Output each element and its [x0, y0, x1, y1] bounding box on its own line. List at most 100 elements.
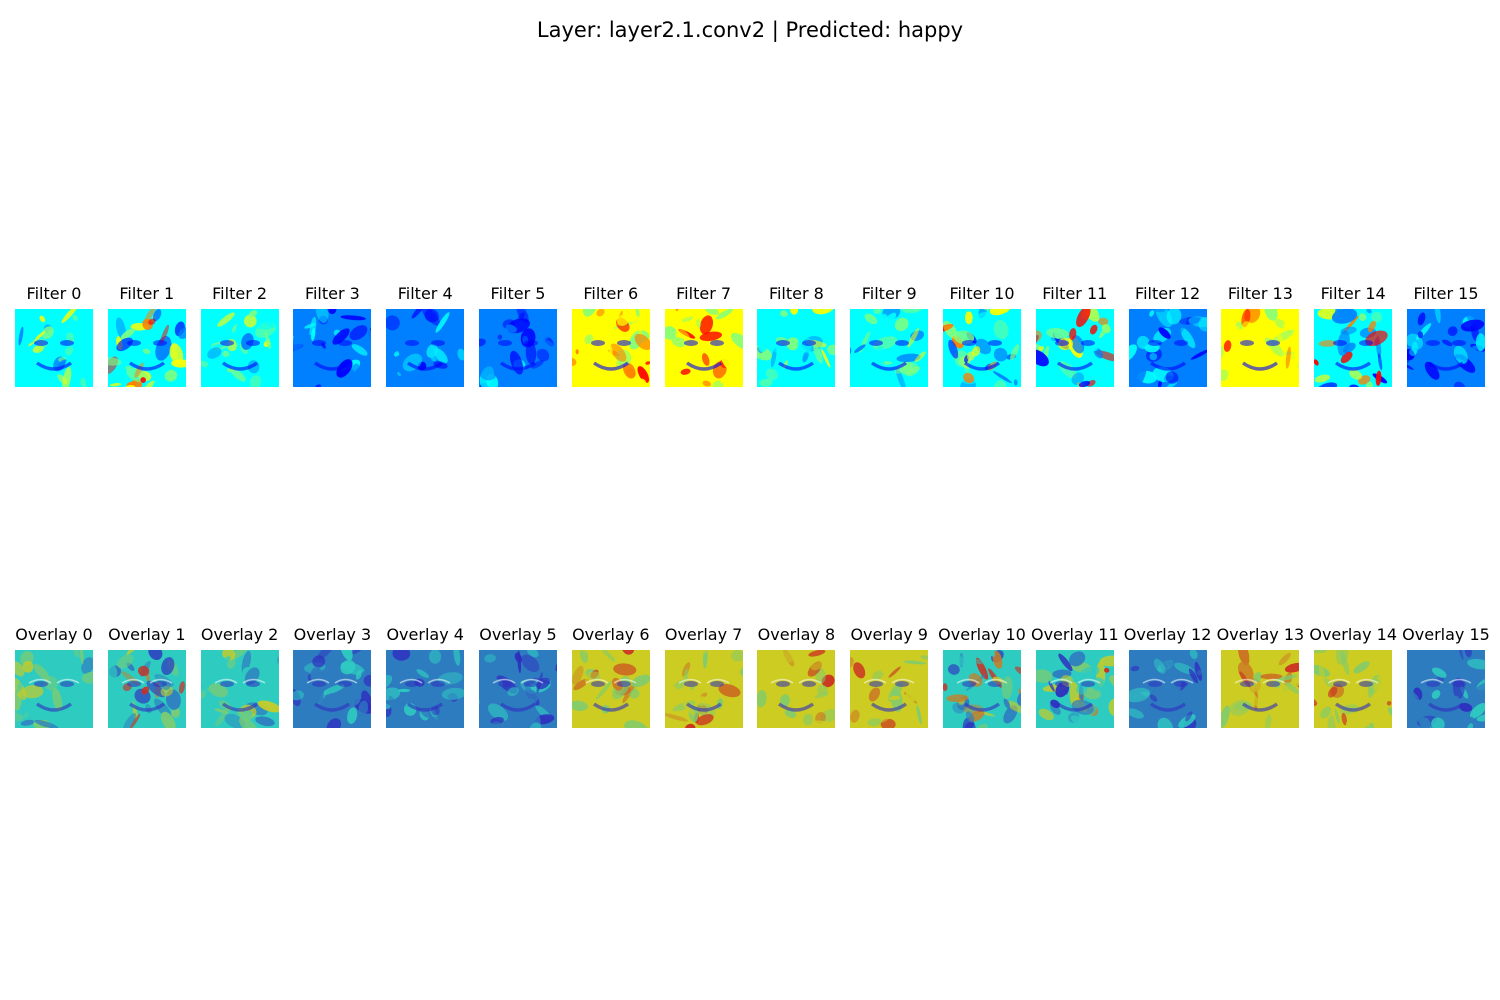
- filter-title-1: Filter 1: [119, 284, 175, 303]
- filter-heatmap-3: [293, 309, 372, 387]
- filter-title-12: Filter 12: [1135, 284, 1201, 303]
- overlay-panel-2: Overlay 2: [200, 625, 279, 735]
- filter-panel-1: Filter 1: [107, 284, 186, 394]
- filter-title-3: Filter 3: [304, 284, 360, 303]
- filter-heatmap-2: [200, 309, 279, 387]
- filter-title-6: Filter 6: [583, 284, 639, 303]
- filter-heatmap-9: [850, 309, 929, 387]
- overlay-heatmap-6: [571, 650, 650, 728]
- overlay-heatmap-7: [664, 650, 743, 728]
- overlay-heatmap-4: [386, 650, 465, 728]
- overlay-title-10: Overlay 10: [938, 625, 1026, 644]
- filter-panel-9: Filter 9: [850, 284, 929, 394]
- filter-title-2: Filter 2: [212, 284, 268, 303]
- overlay-heatmap-image-6: [571, 650, 650, 728]
- filter-heatmap-image-10: [943, 309, 1021, 387]
- overlay-heatmap-image-1: [107, 650, 186, 728]
- filter-heatmap-image-3: [293, 309, 372, 387]
- filter-heatmap-4: [386, 309, 465, 387]
- overlay-panel-4: Overlay 4: [386, 625, 465, 735]
- overlay-heatmap-5: [479, 650, 557, 728]
- overlay-title-15: Overlay 15: [1402, 625, 1490, 644]
- filter-panel-11: Filter 11: [1035, 284, 1114, 394]
- filter-panel-5: Filter 5: [479, 284, 557, 394]
- filter-title-11: Filter 11: [1042, 284, 1108, 303]
- overlay-heatmap-13: [1221, 650, 1300, 728]
- overlay-heatmap-image-15: [1407, 650, 1485, 728]
- filter-panel-8: Filter 8: [757, 284, 836, 394]
- filter-title-14: Filter 14: [1320, 284, 1386, 303]
- filter-title-4: Filter 4: [397, 284, 453, 303]
- filter-heatmap-image-0: [15, 309, 93, 387]
- overlay-panel-12: Overlay 12: [1124, 625, 1211, 735]
- overlay-panel-9: Overlay 9: [850, 625, 929, 735]
- overlay-heatmap-2: [200, 650, 279, 728]
- filter-title-9: Filter 9: [861, 284, 917, 303]
- filters-row: Filter 0 Filter 1 Filter 2 Filter 3 Filter 4…: [0, 284, 1500, 394]
- overlays-row: Overlay 0 Overlay 1 Overlay 2 Overlay 3 Over…: [0, 625, 1500, 735]
- overlay-heatmap-image-2: [200, 650, 279, 728]
- overlay-heatmap-11: [1035, 650, 1114, 728]
- filter-title-5: Filter 5: [490, 284, 546, 303]
- filter-title-0: Filter 0: [26, 284, 82, 303]
- filter-panel-15: Filter 15: [1407, 284, 1485, 394]
- filter-heatmap-image-4: [386, 309, 465, 387]
- overlay-panel-7: Overlay 7: [664, 625, 743, 735]
- filter-heatmap-image-14: [1314, 309, 1393, 387]
- overlay-title-13: Overlay 13: [1216, 625, 1305, 644]
- filter-heatmap-image-2: [200, 309, 279, 387]
- overlay-heatmap-3: [293, 650, 372, 728]
- filter-heatmap-image-9: [850, 309, 929, 387]
- filter-panel-10: Filter 10: [943, 284, 1021, 394]
- filter-title-13: Filter 13: [1227, 284, 1293, 303]
- overlay-heatmap-image-10: [943, 650, 1021, 728]
- filter-heatmap-14: [1314, 309, 1393, 387]
- filter-panel-6: Filter 6: [571, 284, 650, 394]
- overlay-heatmap-9: [850, 650, 929, 728]
- overlay-heatmap-image-12: [1128, 650, 1207, 728]
- overlay-panel-11: Overlay 11: [1031, 625, 1119, 735]
- overlay-title-4: Overlay 4: [386, 625, 464, 644]
- overlay-heatmap-image-13: [1221, 650, 1300, 728]
- overlay-title-8: Overlay 8: [757, 625, 836, 644]
- overlay-heatmap-image-14: [1314, 650, 1393, 728]
- filter-heatmap-1: [107, 309, 186, 387]
- filter-heatmap-8: [757, 309, 836, 387]
- filter-heatmap-image-11: [1035, 309, 1114, 387]
- overlay-panel-1: Overlay 1: [107, 625, 186, 735]
- overlay-panel-6: Overlay 6: [571, 625, 650, 735]
- filter-heatmap-image-15: [1407, 309, 1485, 387]
- overlay-title-0: Overlay 0: [15, 625, 93, 644]
- overlay-heatmap-image-8: [757, 650, 836, 728]
- overlay-heatmap-0: [15, 650, 93, 728]
- overlay-panel-14: Overlay 14: [1309, 625, 1397, 735]
- overlay-heatmap-image-3: [293, 650, 372, 728]
- overlay-title-7: Overlay 7: [664, 625, 743, 644]
- overlay-panel-13: Overlay 13: [1217, 625, 1304, 735]
- overlay-heatmap-image-4: [386, 650, 465, 728]
- filter-panel-2: Filter 2: [200, 284, 279, 394]
- filter-heatmap-image-1: [107, 309, 186, 387]
- overlay-heatmap-image-0: [15, 650, 93, 728]
- filter-heatmap-12: [1128, 309, 1207, 387]
- overlay-heatmap-1: [107, 650, 186, 728]
- filter-heatmap-image-13: [1221, 309, 1300, 387]
- filter-heatmap-11: [1035, 309, 1114, 387]
- filter-heatmap-image-8: [757, 309, 836, 387]
- overlay-title-3: Overlay 3: [293, 625, 372, 644]
- overlay-panel-0: Overlay 0: [15, 625, 93, 735]
- overlay-panel-3: Overlay 3: [293, 625, 372, 735]
- filter-title-10: Filter 10: [949, 284, 1015, 303]
- overlay-title-2: Overlay 2: [200, 625, 279, 644]
- filter-heatmap-15: [1407, 309, 1485, 387]
- filter-panel-13: Filter 13: [1221, 284, 1300, 394]
- overlay-heatmap-image-7: [664, 650, 743, 728]
- overlay-heatmap-14: [1314, 650, 1393, 728]
- overlay-heatmap-image-11: [1035, 650, 1114, 728]
- filter-heatmap-13: [1221, 309, 1300, 387]
- overlay-panel-8: Overlay 8: [757, 625, 836, 735]
- filter-heatmap-7: [664, 309, 743, 387]
- overlay-heatmap-12: [1128, 650, 1207, 728]
- filter-title-8: Filter 8: [768, 284, 824, 303]
- overlay-title-12: Overlay 12: [1123, 625, 1212, 644]
